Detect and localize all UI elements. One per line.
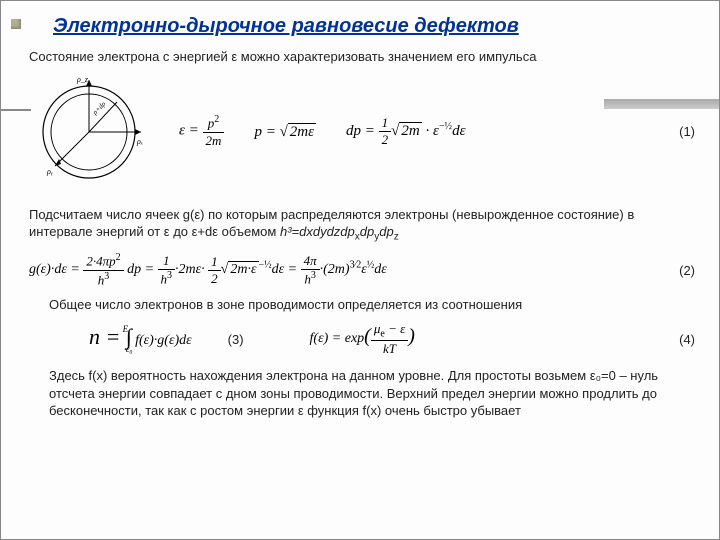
svg-text:ρ_z: ρ_z xyxy=(76,75,89,84)
equation-2: g(ε)·dε = 2·4πp2h3 dp = 1h3·2mε· 12√2m·ε… xyxy=(29,252,387,288)
paragraph-2: Подсчитаем число ячеек g(ε) по которым р… xyxy=(29,206,699,245)
paragraph-1: Состояние электрона с энергией ε можно х… xyxy=(29,48,699,66)
eq-number-1: (1) xyxy=(679,124,695,139)
equation-4: f(ε) = exp(μe − εkT) xyxy=(310,321,415,357)
momentum-sphere-diagram: ρₓ ρ_z ρᵧ ρ+dρ xyxy=(29,72,149,192)
eq-number-3: (3) xyxy=(228,332,244,347)
equation-1c: dp = 12√2m · ε−½dε xyxy=(346,115,465,148)
equation-3: n = ∫ε₀E f(ε)·g(ε)dε xyxy=(89,324,192,354)
eq34-row: n = ∫ε₀E f(ε)·g(ε)dε (3) f(ε) = exp(μe −… xyxy=(89,321,699,357)
equation-1b: p = √2mε xyxy=(254,123,316,141)
svg-text:ρₓ: ρₓ xyxy=(136,137,143,146)
eq-number-4: (4) xyxy=(679,332,695,347)
equation-1a: ε = p22m xyxy=(179,114,224,148)
shadow-bar xyxy=(604,99,719,109)
paragraph-4: Здесь f(x) вероятность нахождения электр… xyxy=(49,367,699,420)
slide: Электронно-дырочное равновесие дефектов … xyxy=(0,0,720,540)
svg-text:ρᵧ: ρᵧ xyxy=(46,167,53,176)
slide-title: Электронно-дырочное равновесие дефектов xyxy=(53,15,699,38)
side-line xyxy=(1,109,31,111)
bullet-icon xyxy=(11,19,21,29)
diagram-and-eq1-row: ρₓ ρ_z ρᵧ ρ+dρ ε = p22m p = √2mε dp = 12… xyxy=(29,72,699,192)
eq2-row: g(ε)·dε = 2·4πp2h3 dp = 1h3·2mε· 12√2m·ε… xyxy=(29,252,699,288)
eq-number-2: (2) xyxy=(679,263,695,278)
paragraph-3: Общее число электронов в зоне проводимос… xyxy=(49,296,699,314)
